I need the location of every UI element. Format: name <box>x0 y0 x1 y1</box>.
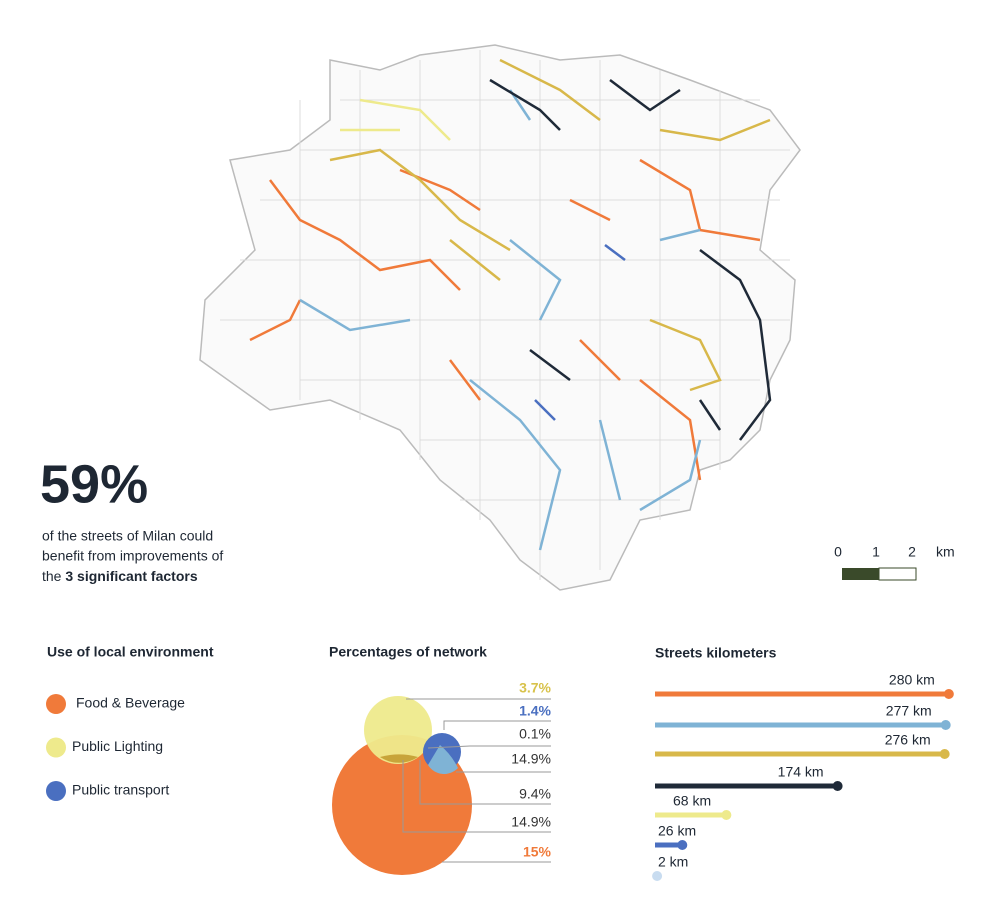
leader-lines <box>402 698 551 863</box>
streets-transport <box>299 89 702 551</box>
value-label: 174 km <box>778 764 824 780</box>
streets-lighting <box>329 58 771 392</box>
headline-emphasis: 3 significant factors <box>65 568 197 584</box>
streets-dark <box>489 78 772 441</box>
legend-swatch <box>46 781 66 801</box>
scale-label: 1 <box>872 544 880 560</box>
value-label: 276 km <box>885 732 931 748</box>
venn-overlap <box>428 745 458 774</box>
legend: Food & Beverage Public Lighting Public tra… <box>46 694 185 801</box>
value-label: 280 km <box>889 672 935 688</box>
scale-bar: 0 1 2 km <box>834 544 955 581</box>
streets-blue <box>534 244 626 421</box>
lollipop-head <box>943 689 954 699</box>
scale-segment <box>842 568 879 580</box>
headline-line: the <box>42 568 65 584</box>
city-outline <box>199 44 801 591</box>
value-label: 2 km <box>658 854 688 870</box>
venn-title: Percentages of network <box>329 644 487 660</box>
streets-food <box>249 158 761 481</box>
legend-title: Use of local environment <box>47 644 214 660</box>
venn-label: 0.1% <box>519 726 551 742</box>
street-grid <box>220 50 790 580</box>
lollipop-chart: 280 km 277 km 276 km 174 km 68 km 26 km 2 km <box>652 672 954 881</box>
headline-line: the 3 significant factors <box>42 568 198 584</box>
lollipop-head <box>940 720 951 730</box>
venn <box>332 696 551 875</box>
streets-lighting-pale <box>340 98 451 141</box>
legend-label: Public transport <box>72 782 169 798</box>
lollipop-head <box>939 749 950 759</box>
map <box>199 44 801 591</box>
value-label: 277 km <box>886 703 932 719</box>
venn-label: 1.4% <box>519 703 551 719</box>
legend-label: Public Lighting <box>72 738 163 754</box>
headline-line: benefit from improvements of <box>42 548 223 564</box>
lollipop-head <box>652 871 663 881</box>
legend-label: Food & Beverage <box>76 695 185 711</box>
venn-label: 14.9% <box>511 751 551 767</box>
venn-label: 14.9% <box>511 814 551 830</box>
scale-label: 2 <box>908 544 916 560</box>
lollipop-head <box>677 840 688 850</box>
scale-label: 0 <box>834 544 842 560</box>
venn-labels: 3.7% 1.4% 0.1% 14.9% 9.4% 14.9% 15% <box>511 680 551 860</box>
headline-line: of the streets of Milan could <box>42 528 213 544</box>
value-label: 68 km <box>673 793 711 809</box>
venn-label: 3.7% <box>519 680 551 696</box>
value-label: 26 km <box>658 823 696 839</box>
legend-swatch <box>46 694 66 714</box>
venn-circle <box>364 696 432 764</box>
legend-swatch <box>46 737 66 758</box>
venn-label: 15% <box>523 844 552 860</box>
lollipop-head <box>721 810 732 820</box>
scale-label: km <box>936 544 955 560</box>
headline-figure: 59% <box>40 454 148 514</box>
lollipop-head <box>832 781 843 791</box>
venn-label: 9.4% <box>519 786 551 802</box>
chart-title: Streets kilometers <box>655 645 777 661</box>
scale-segment <box>878 567 917 581</box>
venn-overlap <box>380 754 418 763</box>
